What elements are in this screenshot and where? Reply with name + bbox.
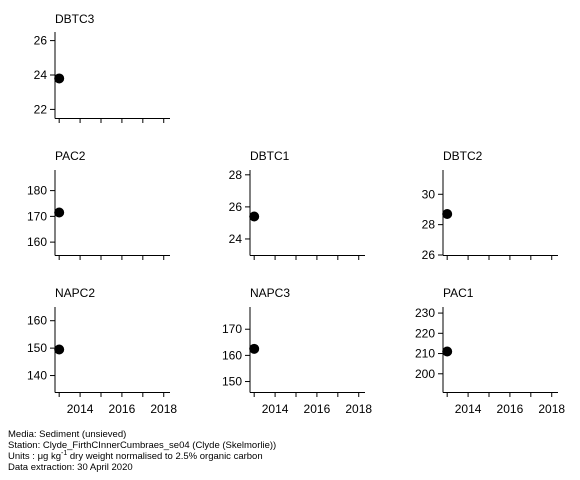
panel-title-napc3: NAPC3 bbox=[250, 286, 290, 300]
data-point bbox=[249, 343, 260, 354]
footer-notes: Media: Sediment (unsieved) Station: Clyd… bbox=[8, 429, 276, 473]
x-tick-label: 2016 bbox=[304, 402, 331, 416]
y-tick-label: 26 bbox=[229, 200, 243, 214]
x-tick-label: 2016 bbox=[497, 402, 524, 416]
x-tick-label: 2016 bbox=[109, 402, 136, 416]
y-tick-label: 180 bbox=[27, 184, 47, 198]
x-tick-label: 2014 bbox=[455, 402, 482, 416]
y-tick-label: 140 bbox=[27, 369, 47, 383]
data-point bbox=[442, 346, 453, 357]
y-tick-label: 210 bbox=[415, 347, 435, 361]
data-point bbox=[54, 344, 65, 355]
y-tick-label: 160 bbox=[222, 348, 242, 362]
data-point bbox=[54, 207, 65, 218]
y-tick-label: 150 bbox=[222, 375, 242, 389]
y-tick-label: 22 bbox=[34, 102, 48, 116]
station-note: Station: Clyde_FirthCInnerCumbraes_se04 … bbox=[8, 440, 277, 451]
y-tick-label: 160 bbox=[27, 314, 47, 328]
chart-grid: DBTC3222426PAC2160170180DBTC1242628DBTC2… bbox=[27, 12, 565, 416]
y-tick-label: 170 bbox=[222, 322, 242, 336]
y-tick-label: 170 bbox=[27, 209, 47, 223]
panel-pac2: PAC2 160 170 180 bbox=[27, 149, 170, 260]
units-suffix: dry weight normalised to 2.5% organic ca… bbox=[67, 451, 263, 462]
y-tick-label: 230 bbox=[415, 306, 435, 320]
x-tick-label: 2018 bbox=[345, 402, 372, 416]
panel-dbtc3: DBTC3 22 24 26 bbox=[34, 12, 170, 123]
y-tick-label: 24 bbox=[229, 232, 243, 246]
panel-title-dbtc3: DBTC3 bbox=[55, 12, 95, 26]
x-tick-label: 2018 bbox=[538, 402, 565, 416]
panel-title-napc2: NAPC2 bbox=[55, 286, 95, 300]
units-exponent: -1 bbox=[61, 450, 68, 457]
x-tick-label: 2014 bbox=[262, 402, 289, 416]
units-prefix: Units : bbox=[8, 451, 38, 462]
panel-title-pac2: PAC2 bbox=[55, 149, 86, 163]
panel-title-dbtc1: DBTC1 bbox=[250, 149, 290, 163]
data-point bbox=[442, 209, 453, 220]
y-tick-label: 26 bbox=[34, 34, 48, 48]
x-tick-label: 2014 bbox=[67, 402, 94, 416]
x-tick-label: 2018 bbox=[150, 402, 177, 416]
y-tick-label: 28 bbox=[229, 168, 243, 182]
y-tick-label: 160 bbox=[27, 235, 47, 249]
y-tick-label: 220 bbox=[415, 326, 435, 340]
extraction-note: Data extraction: 30 April 2020 bbox=[8, 462, 133, 473]
y-tick-label: 150 bbox=[27, 341, 47, 355]
panel-dbtc1: DBTC1 24 26 28 bbox=[229, 149, 365, 260]
y-tick-label: 24 bbox=[34, 68, 48, 82]
y-tick-label: 28 bbox=[422, 218, 436, 232]
units-note: Units : μg kg-1 dry weight normalised to… bbox=[8, 450, 276, 462]
data-point bbox=[249, 211, 260, 222]
panel-title-pac1: PAC1 bbox=[443, 286, 474, 300]
panel-pac1: PAC1 200 210 220 230 2014 2016 2018 bbox=[415, 286, 565, 416]
panel-napc3: NAPC3 150 160 170 2014 2016 2018 bbox=[222, 286, 372, 416]
units-mu: μg kg bbox=[37, 451, 61, 462]
y-tick-label: 200 bbox=[415, 367, 435, 381]
y-tick-label: 30 bbox=[422, 187, 436, 201]
panel-title-dbtc2: DBTC2 bbox=[443, 149, 483, 163]
y-tick-label: 26 bbox=[422, 248, 436, 262]
media-note: Media: Sediment (unsieved) bbox=[8, 429, 127, 440]
panel-dbtc2: DBTC2 26 28 30 bbox=[422, 149, 558, 262]
panel-napc2: NAPC2 140 150 160 2014 2016 2018 bbox=[27, 286, 177, 416]
data-point bbox=[54, 73, 65, 84]
